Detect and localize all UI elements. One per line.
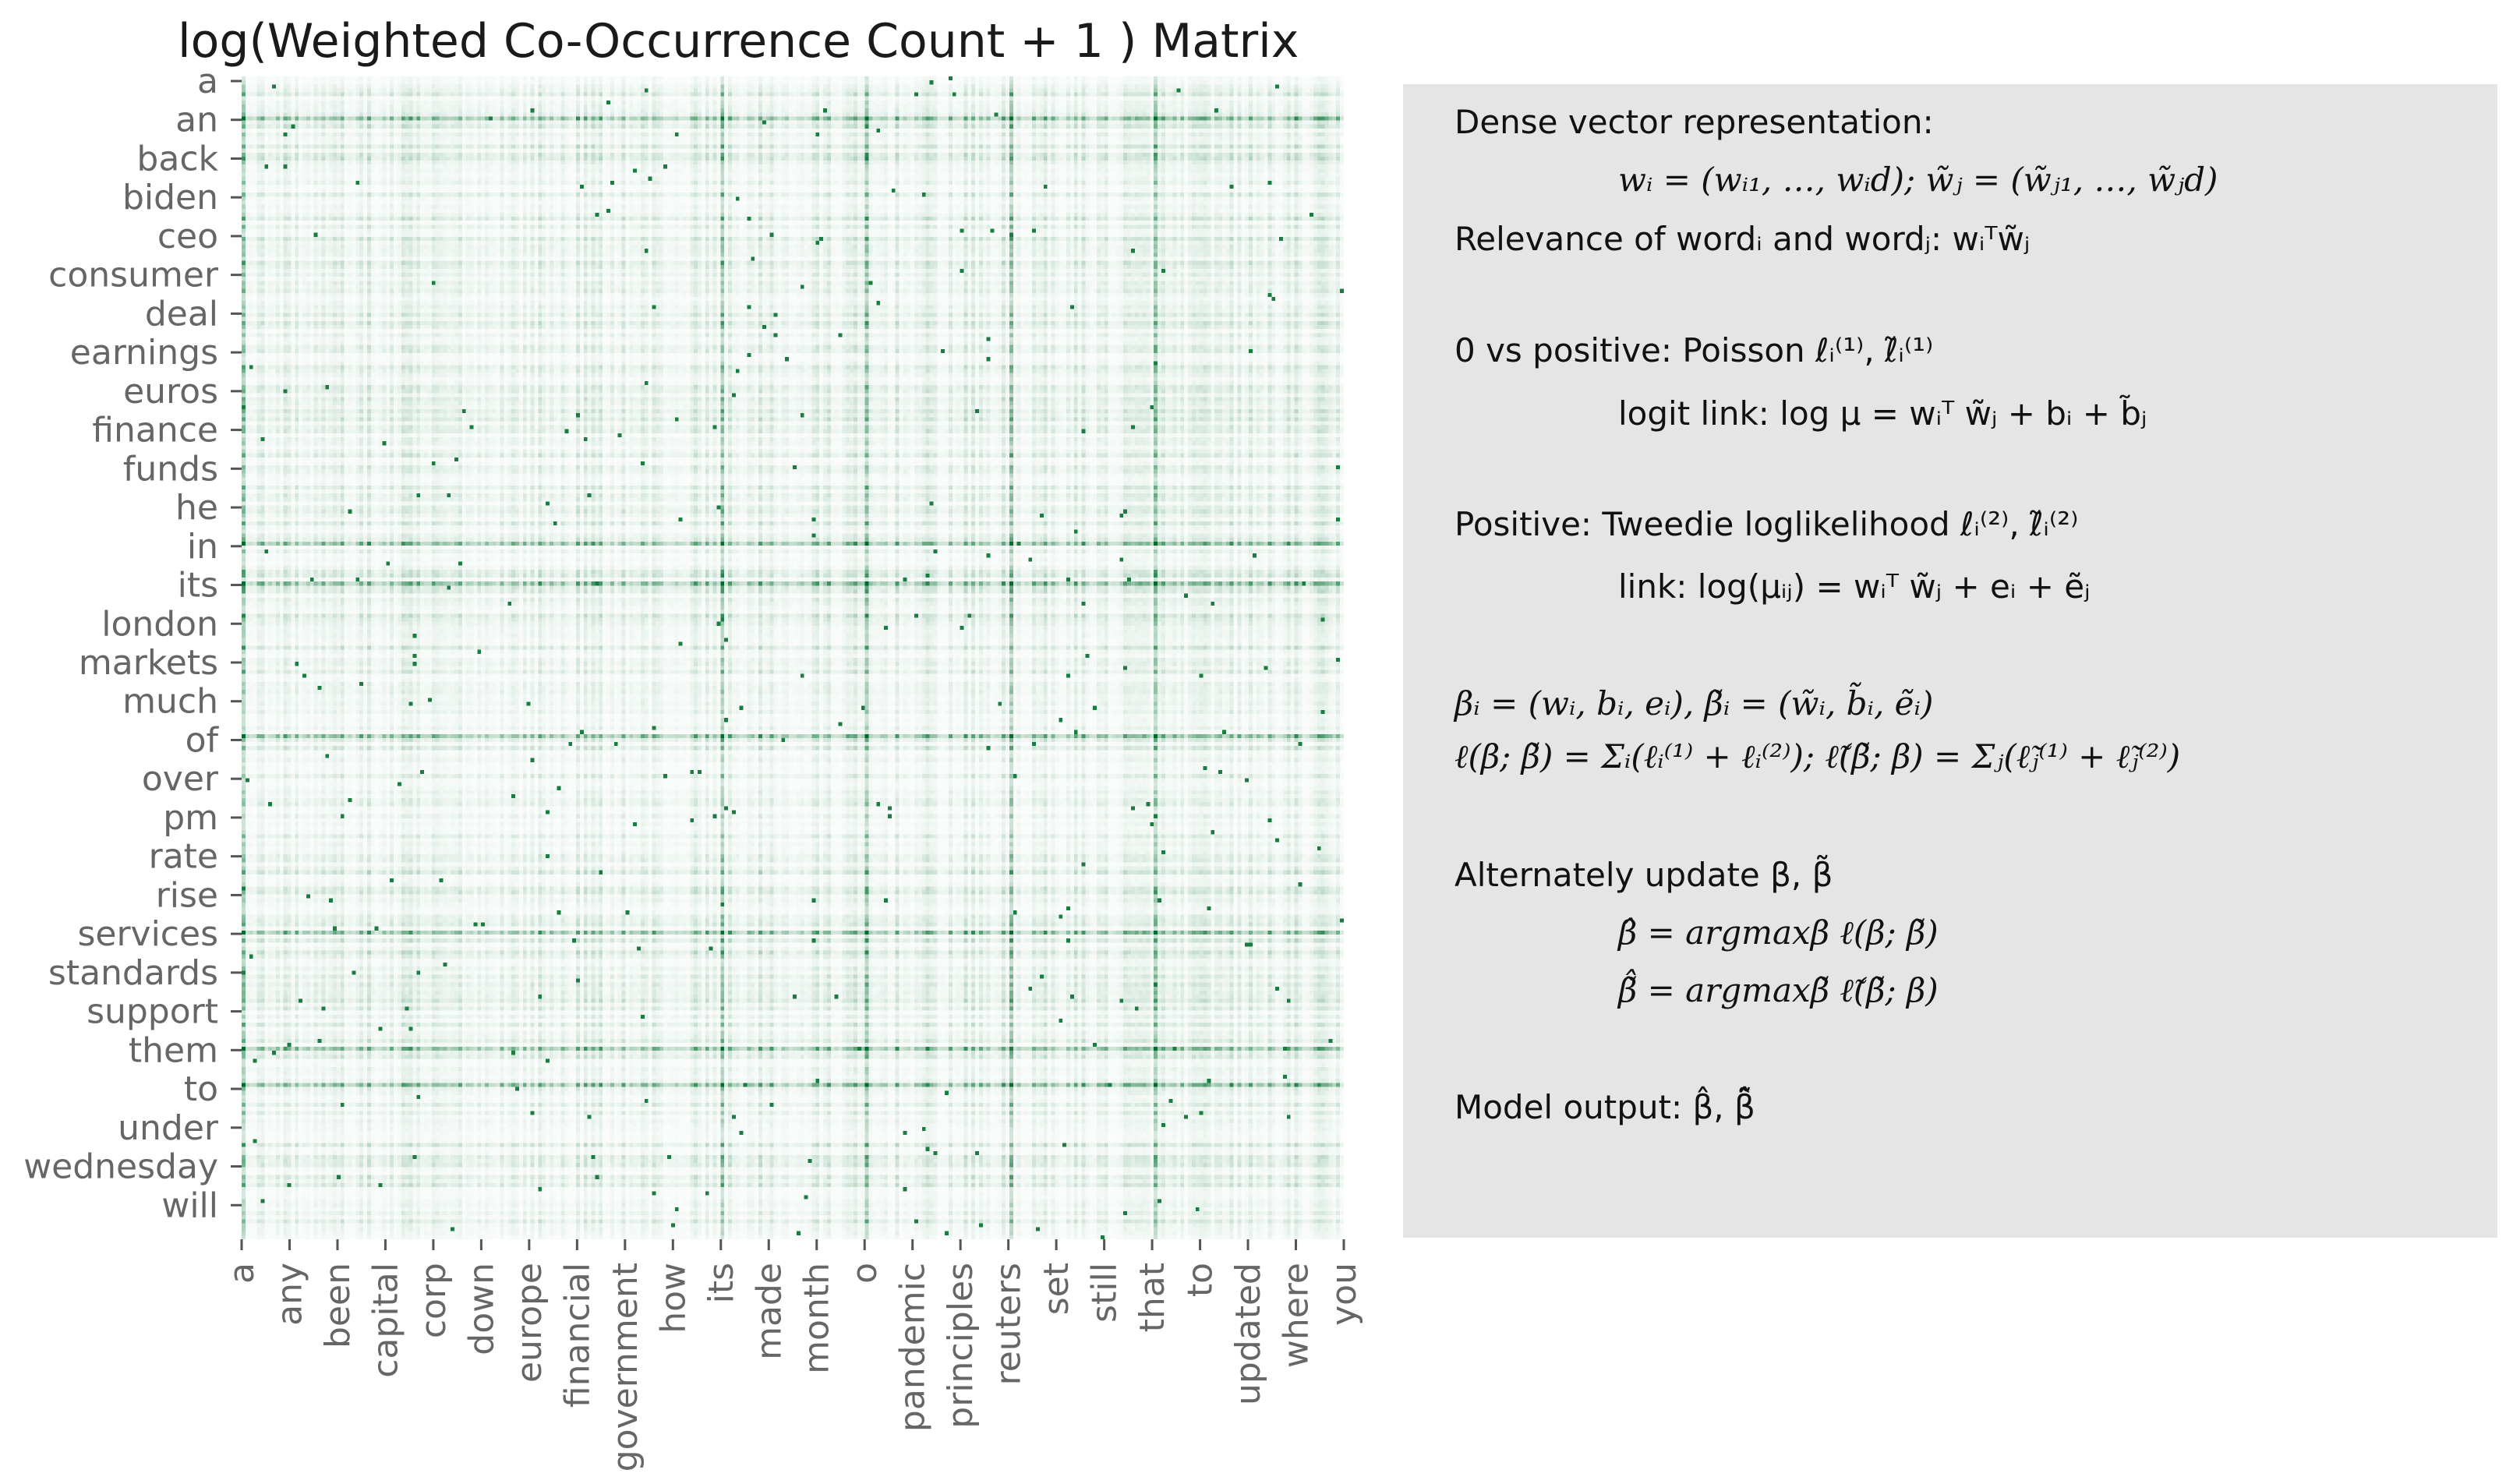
y-tick-label-standards: standards bbox=[48, 953, 218, 993]
panel-line-dense-vector: Dense vector representation: bbox=[1454, 103, 1934, 141]
y-tick-label-under: under bbox=[118, 1108, 219, 1148]
heatmap-cells bbox=[242, 76, 1344, 1239]
x-tick-label-government: government bbox=[606, 1263, 645, 1472]
y-tick-label-to: to bbox=[184, 1069, 218, 1109]
y-tick-label-will: will bbox=[161, 1185, 218, 1225]
y-tick-label-he: he bbox=[175, 488, 218, 528]
y-tick-label-consumer: consumer bbox=[48, 256, 219, 295]
panel-line-beta-defs: βᵢ = (wᵢ, bᵢ, eᵢ), β̃ᵢ = (w̃ᵢ, b̃ᵢ, ẽᵢ) bbox=[1454, 684, 1934, 723]
panel-line-logit-link: logit link: log μ = wᵢᵀ w̃ⱼ + bᵢ + b̃ⱼ bbox=[1618, 394, 2147, 433]
y-tick-label-london: london bbox=[101, 604, 218, 644]
y-tick-label-back: back bbox=[136, 139, 218, 178]
chart-title: log(Weighted Co-Occurrence Count + 1 ) M… bbox=[178, 14, 1299, 69]
panel-line-alternate-update: Alternately update β, β̃ bbox=[1454, 856, 1833, 894]
x-tick-label-been: been bbox=[318, 1263, 358, 1348]
x-tick-label-still: still bbox=[1085, 1263, 1125, 1323]
x-tick-label-reuters: reuters bbox=[989, 1263, 1029, 1385]
model-description-panel bbox=[1403, 84, 2497, 1238]
x-tick-label-a: a bbox=[222, 1263, 262, 1284]
y-tick-label-earnings: earnings bbox=[70, 333, 218, 373]
y-tick-label-rate: rate bbox=[149, 837, 218, 877]
x-tick-label-down: down bbox=[461, 1263, 501, 1355]
x-tick-label-you: you bbox=[1324, 1263, 1364, 1326]
x-tick-label-financial: financial bbox=[557, 1263, 597, 1408]
heatmap-cell-field bbox=[242, 76, 1344, 1239]
y-tick-label-support: support bbox=[87, 992, 218, 1032]
x-tick-label-to: to bbox=[1181, 1263, 1221, 1297]
y-tick-label-deal: deal bbox=[145, 294, 218, 334]
panel-line-beta-tilde-hat: β̃̂ = argmaxβ̃ ℓ̃(β̃; β) bbox=[1618, 971, 1939, 1009]
y-tick-label-in: in bbox=[187, 527, 218, 567]
x-tick-label-set: set bbox=[1037, 1263, 1076, 1315]
panel-line-likelihoods: ℓ(β; β̃) = Σᵢ(ℓᵢ⁽¹⁾ + ℓᵢ⁽²⁾); ℓ̃(β̃; β) … bbox=[1454, 737, 2181, 776]
x-tick-label-any: any bbox=[270, 1263, 309, 1326]
panel-line-log-link: link: log(μᵢⱼ) = wᵢᵀ w̃ⱼ + eᵢ + ẽⱼ bbox=[1618, 567, 2091, 606]
y-tick-label-an: an bbox=[175, 101, 218, 140]
panel-line-beta-hat: β̂ = argmaxβ ℓ(β; β̃) bbox=[1618, 913, 1939, 952]
x-tick-label-corp: corp bbox=[414, 1263, 454, 1338]
x-tick-label-made: made bbox=[749, 1263, 789, 1360]
y-tick-label-over: over bbox=[142, 759, 219, 799]
x-tick-label-updated: updated bbox=[1228, 1263, 1268, 1405]
panel-line-vector-defs: wᵢ = (wᵢ₁, …, wᵢd); w̃ⱼ = (w̃ⱼ₁, …, w̃ⱼd… bbox=[1618, 161, 2218, 199]
y-tick-label-much: much bbox=[122, 682, 218, 722]
y-tick-label-its: its bbox=[178, 566, 218, 606]
x-tick-label-month: month bbox=[797, 1263, 837, 1374]
panel-line-tweedie: Positive: Tweedie loglikelihood ℓᵢ⁽²⁾, ℓ… bbox=[1454, 505, 2079, 543]
x-tick-label-o: o bbox=[845, 1263, 885, 1284]
x-axis: a any been capital corp down europe financial go… bbox=[222, 1239, 1364, 1472]
y-tick-label-a: a bbox=[197, 62, 218, 101]
y-tick-label-euros: euros bbox=[123, 372, 218, 412]
y-tick-label-rise: rise bbox=[156, 875, 218, 915]
y-tick-label-services: services bbox=[77, 914, 218, 954]
panel-line-poisson: 0 vs positive: Poisson ℓᵢ⁽¹⁾, ℓ̃ᵢ⁽¹⁾ bbox=[1454, 331, 1934, 369]
x-tick-label-europe: europe bbox=[510, 1263, 550, 1383]
panel-line-relevance: Relevance of wordᵢ and wordⱼ: wᵢᵀw̃ⱼ bbox=[1454, 220, 2031, 258]
y-tick-label-funds: funds bbox=[123, 449, 218, 489]
y-tick-label-ceo: ceo bbox=[157, 217, 218, 256]
panel-line-model-output: Model output: β̂, β̃̂ bbox=[1454, 1088, 1755, 1126]
x-tick-label-that: that bbox=[1133, 1263, 1172, 1332]
heatmap-chart: log(Weighted Co-Occurrence Count + 1 ) M… bbox=[23, 14, 1364, 1472]
y-tick-label-finance: finance bbox=[92, 411, 218, 450]
y-tick-label-them: them bbox=[129, 1030, 218, 1070]
x-tick-label-its: its bbox=[702, 1263, 741, 1303]
x-tick-label-where: where bbox=[1277, 1263, 1317, 1368]
y-tick-label-pm: pm bbox=[163, 798, 218, 838]
x-tick-label-principles: principles bbox=[941, 1263, 981, 1429]
y-tick-label-markets: markets bbox=[79, 643, 218, 683]
x-tick-label-pandemic: pandemic bbox=[893, 1263, 933, 1432]
x-tick-label-capital: capital bbox=[366, 1263, 405, 1378]
y-tick-label-biden: biden bbox=[122, 178, 218, 217]
y-axis: aanbackbidenceoconsumerdealearningseuros… bbox=[23, 62, 242, 1225]
x-tick-label-how: how bbox=[653, 1263, 693, 1334]
y-tick-label-wednesday: wednesday bbox=[23, 1147, 218, 1187]
y-tick-label-of: of bbox=[186, 720, 220, 760]
